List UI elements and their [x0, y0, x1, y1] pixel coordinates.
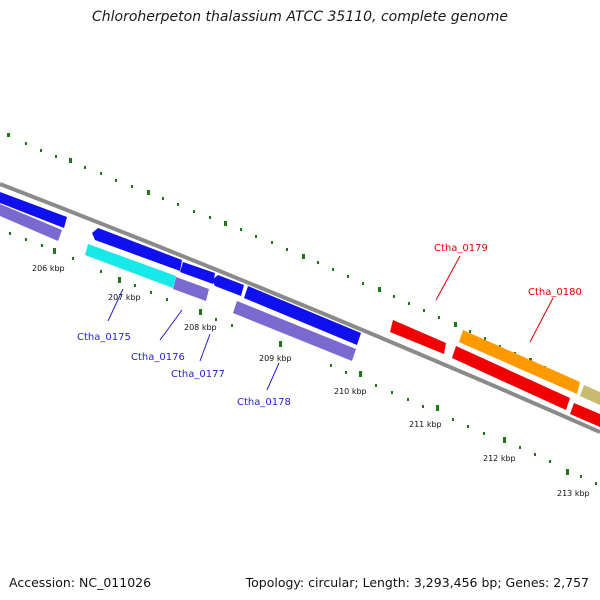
cds-feature-ctha-0177b[interactable] — [212, 275, 244, 296]
tick-labels: 206 kbp 207 kbp 208 kbp 209 kbp 210 kbp … — [32, 264, 590, 498]
tick-label: 206 kbp — [32, 264, 65, 273]
cds-feature-ctha-0175[interactable] — [85, 244, 176, 288]
cds-feature-ctha-0180[interactable] — [459, 330, 580, 394]
genome-title: Chloroherpeton thalassium ATCC 35110, co… — [92, 9, 508, 25]
cds-feature-ctha-0178[interactable] — [244, 286, 361, 345]
forward-strand-features — [0, 192, 600, 405]
genome-backbone — [0, 182, 600, 434]
tick-label: 208 kbp — [184, 323, 217, 332]
gene-label-ctha-0178[interactable]: Ctha_0178 — [237, 397, 291, 408]
cds-feature-ctha-0178b[interactable] — [233, 301, 356, 361]
cds-feature-ctha-0177a[interactable] — [180, 262, 215, 284]
cds-feature-red-1[interactable] — [452, 346, 570, 410]
reverse-strand-features — [0, 204, 600, 427]
gene-label-ctha-0177[interactable]: Ctha_0177 — [171, 369, 225, 380]
tick-label: 211 kbp — [409, 420, 442, 429]
genome-summary-text: Topology: circular; Length: 3,293,456 bp… — [245, 575, 589, 590]
cds-feature-ctha-0176b[interactable] — [173, 277, 209, 301]
tick-label: 212 kbp — [483, 454, 516, 463]
gene-labels: Ctha_0175 Ctha_0176 Ctha_0177 Ctha_0178 … — [77, 243, 582, 408]
cds-feature-red-2[interactable] — [570, 403, 600, 427]
gene-label-ctha-0179[interactable]: Ctha_0179 — [434, 243, 488, 254]
cds-feature[interactable] — [0, 192, 67, 228]
gene-label-ctha-0180[interactable]: Ctha_0180 — [528, 287, 582, 298]
tick-label: 210 kbp — [334, 387, 367, 396]
cds-feature-ctha-0179[interactable] — [390, 320, 446, 354]
cds-feature[interactable] — [0, 204, 62, 241]
tick-label: 213 kbp — [557, 489, 590, 498]
tick-label: 207 kbp — [108, 293, 141, 302]
gene-label-ctha-0175[interactable]: Ctha_0175 — [77, 332, 131, 343]
gene-label-ctha-0176[interactable]: Ctha_0176 — [131, 352, 185, 363]
tick-label: 209 kbp — [259, 354, 292, 363]
accession-text: Accession: NC_011026 — [9, 575, 152, 590]
inner-tick-ring — [9, 232, 597, 485]
cds-feature-olive[interactable] — [580, 385, 600, 405]
cds-feature-ctha-0176[interactable] — [92, 228, 182, 271]
label-leader-lines — [107, 255, 554, 391]
